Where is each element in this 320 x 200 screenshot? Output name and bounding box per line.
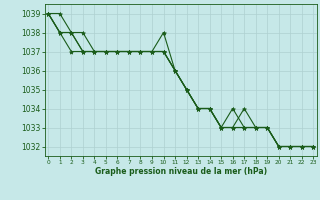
X-axis label: Graphe pression niveau de la mer (hPa): Graphe pression niveau de la mer (hPa) xyxy=(95,167,267,176)
